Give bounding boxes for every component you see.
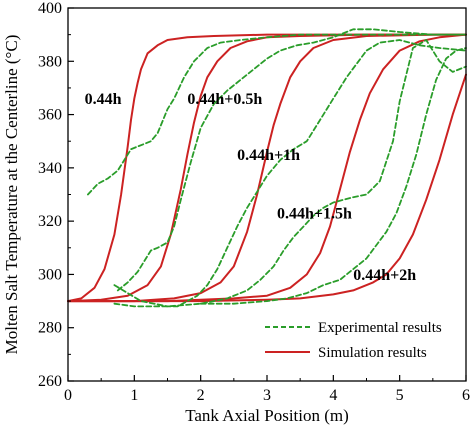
curve-annotation-0: 0.44h (85, 91, 122, 108)
y-tick-label-2: 300 (38, 266, 62, 283)
curve-annotation-4: 0.44h+2h (353, 267, 416, 284)
curve-annotation-2: 0.44h+1h (237, 147, 300, 164)
simulation-curve-1 (67, 33, 467, 303)
simulation-curve-0 (67, 33, 467, 303)
x-tick-label-0: 0 (64, 387, 72, 404)
y-tick-label-4: 340 (38, 160, 62, 177)
x-tick-label-6: 6 (462, 387, 470, 404)
x-tick-label-2: 2 (197, 387, 205, 404)
y-tick-label-0: 260 (38, 373, 62, 390)
x-tick-label-5: 5 (396, 387, 404, 404)
simulation-curve-3 (67, 33, 467, 303)
y-tick-label-5: 360 (38, 107, 62, 124)
simulation-curve-2 (67, 33, 467, 303)
y-tick-label-1: 280 (38, 320, 62, 337)
x-tick-label-4: 4 (329, 387, 337, 404)
experimental-curve-5 (87, 33, 467, 196)
legend-simulation-label: Simulation results (318, 345, 427, 361)
y-tick-label-3: 320 (38, 213, 62, 230)
curve-annotation-3: 0.44h+1.5h (277, 205, 352, 222)
x-tick-label-3: 3 (263, 387, 271, 404)
x-tick-label-1: 1 (130, 387, 138, 404)
experimental-curve-6 (116, 28, 467, 292)
x-axis-label: Tank Axial Position (m) (185, 406, 349, 425)
legend: Experimental results Simulation results (265, 320, 442, 361)
curve-annotation-1: 0.44h+0.5h (187, 91, 262, 108)
y-axis-label: Molten Salt Temperature at the Centerlin… (2, 35, 21, 355)
y-tick-label-7: 400 (38, 0, 62, 17)
experimental-curve-9 (199, 47, 467, 305)
y-tick-label-6: 380 (38, 53, 62, 70)
experimental-curve-8 (113, 39, 467, 308)
legend-experimental-label: Experimental results (318, 320, 442, 336)
